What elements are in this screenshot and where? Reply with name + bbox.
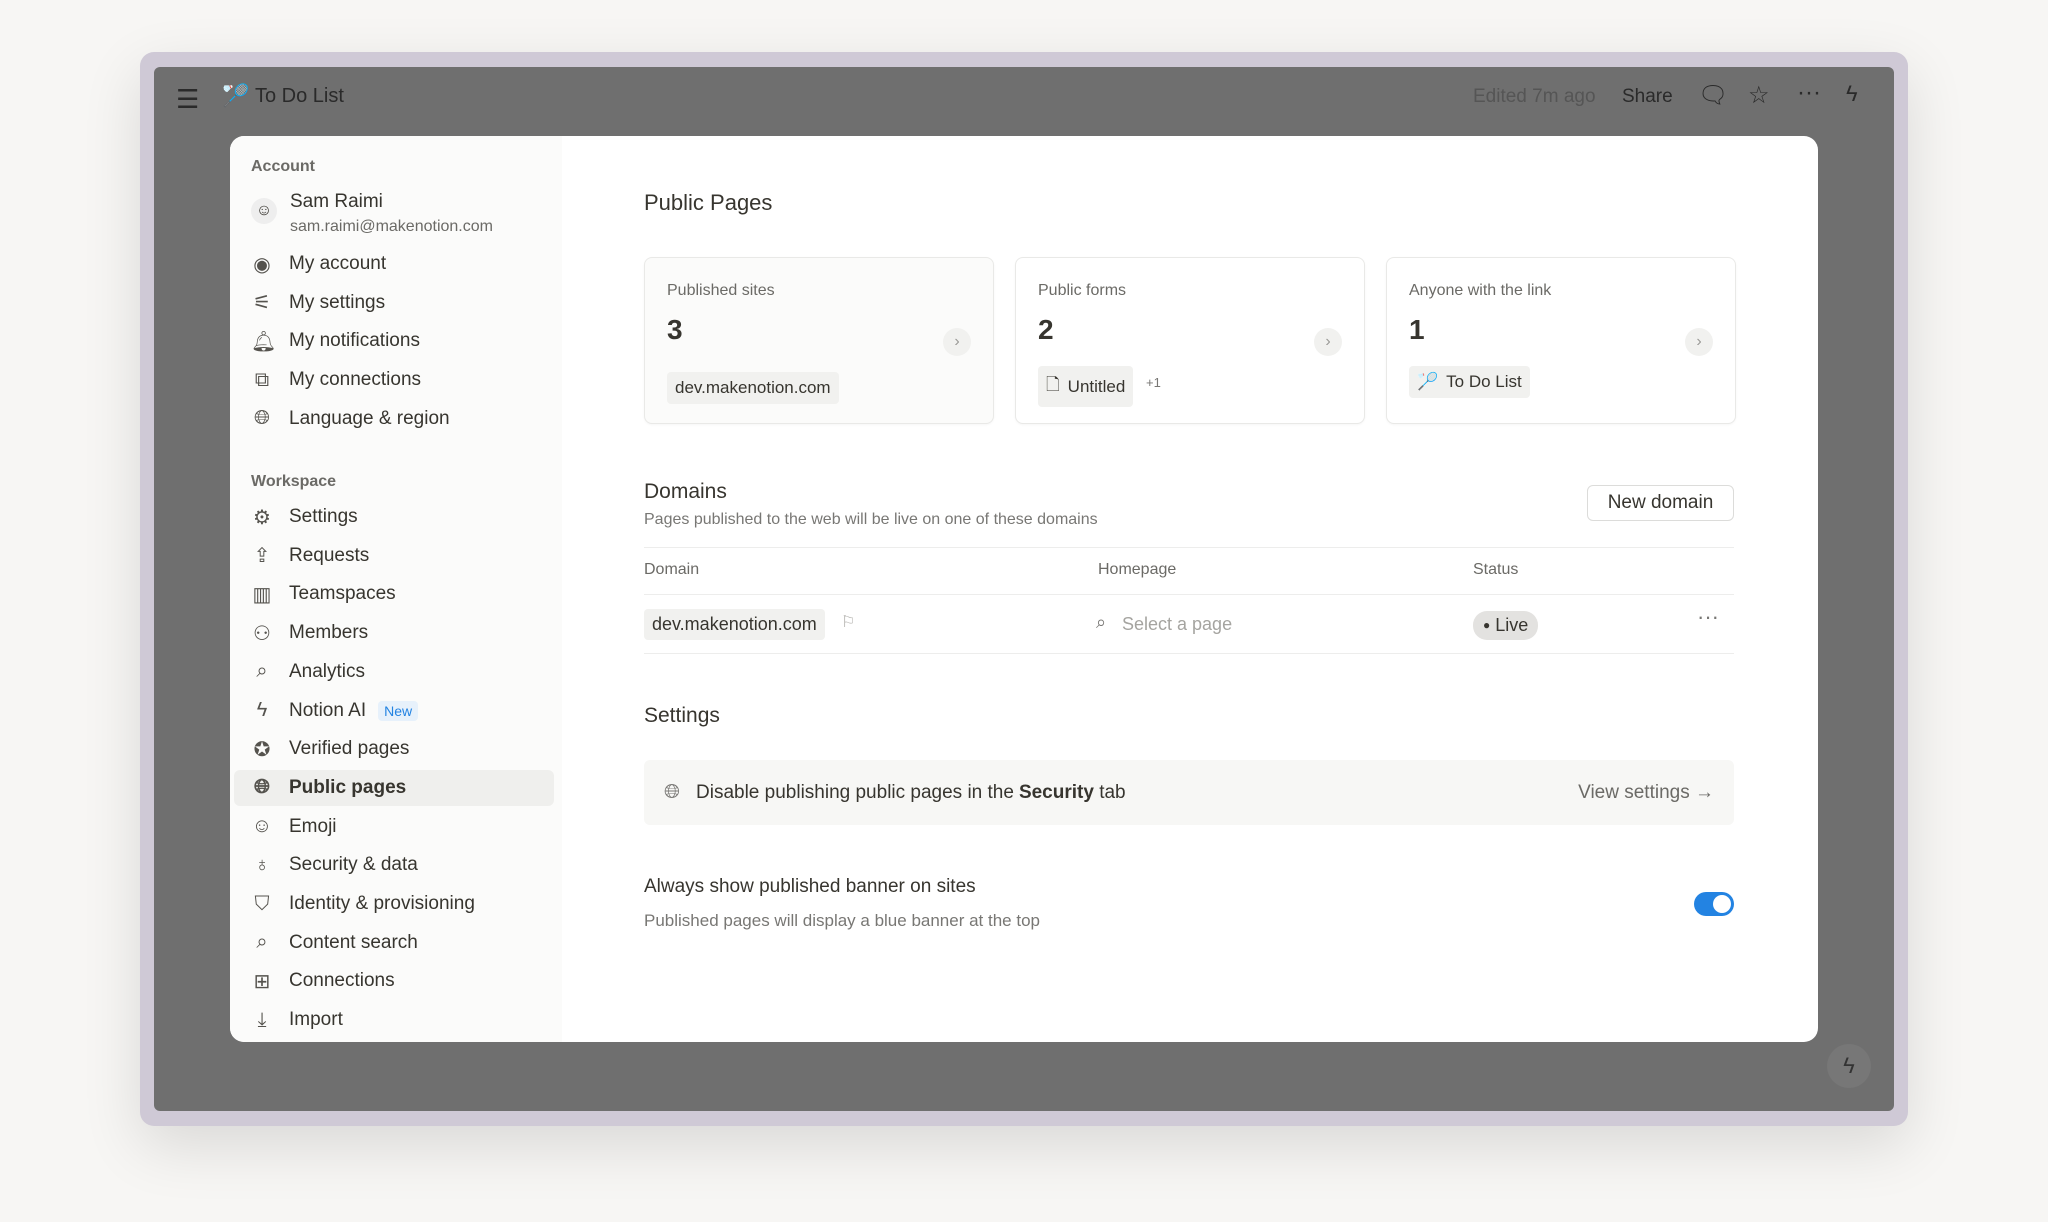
sidebar-item-language-region[interactable]: 🌐︎ Language & region [234, 401, 554, 437]
shield-check-icon: ⛉ [254, 892, 270, 915]
settings-modal: Account ☺ Sam Raimi sam.raimi@makenotion… [230, 136, 1818, 1042]
summary-card[interactable]: Anyone with the link 1 › 🏸 To Do List [1386, 257, 1736, 424]
sidebar-item-notion-ai[interactable]: ϟ Notion AI New [234, 693, 554, 729]
bell-icon: 🔔︎ [251, 330, 277, 353]
sidebar-item-teamspaces[interactable]: ▥ Teamspaces [252, 583, 396, 606]
divider [644, 653, 1734, 654]
search-icon: ⌕ [1096, 612, 1107, 632]
published-banner-toggle[interactable] [1694, 892, 1734, 916]
globe-icon: 🌐︎ [664, 781, 680, 803]
sidebar-item-members[interactable]: ⚇ Members [234, 615, 554, 651]
sidebar-item-emoji[interactable]: ☺ Emoji [251, 815, 337, 838]
card-chip[interactable]: dev.makenotion.com [667, 372, 839, 404]
banner-toggle-label: Always show published banner on sites [644, 876, 976, 897]
avatar: ☺ [251, 198, 277, 224]
user-email: sam.raimi@makenotion.com [290, 218, 493, 235]
request-icon: ⇪ [253, 545, 271, 568]
chevron-right-icon[interactable]: › [943, 328, 971, 356]
globe-icon: 🌐︎ [254, 407, 270, 430]
column-status: Status [1473, 561, 1519, 578]
page-title[interactable]: To Do List [255, 85, 344, 107]
sidebar-item-content-search[interactable]: ⌕ Content search [234, 925, 554, 961]
card-count: 3 [667, 314, 683, 345]
card-label: Public forms [1038, 282, 1127, 299]
public-pages-panel: Public Pages Published sites 3 › dev.mak… [644, 136, 1736, 1042]
arrow-up-right-box-icon: ⧉ [254, 368, 270, 391]
people-icon: ⚇ [253, 622, 271, 645]
settings-sidebar: Account ☺ Sam Raimi sam.raimi@makenotion… [230, 136, 562, 1042]
view-settings-link[interactable]: View settings → [1578, 781, 1714, 803]
flag-icon[interactable]: ⚐ [841, 614, 856, 631]
security-banner: 🌐︎ Disable publishing public pages in th… [644, 760, 1734, 825]
card-count: 2 [1038, 314, 1054, 345]
new-badge: New [378, 700, 419, 721]
card-chip[interactable]: 🏸 To Do List [1409, 366, 1530, 398]
account-section-label: Account [251, 158, 315, 175]
sidebar-item-analytics[interactable]: ⌕ Analytics [234, 654, 554, 690]
ai-face-icon: ϟ [256, 699, 268, 721]
summary-card[interactable]: Public forms 2 › 🗋 Untitled +1 [1015, 257, 1365, 424]
page-icon: 🏸 [222, 83, 250, 108]
zoom-chart-icon: ⌕ [256, 660, 268, 683]
homepage-select[interactable]: Select a page [1122, 614, 1233, 634]
sidebar-item-my-settings[interactable]: ⚟ My settings [234, 285, 554, 321]
sidebar-item-settings[interactable]: ⚙ Settings [234, 499, 554, 535]
star-icon[interactable]: ☆ [1748, 82, 1770, 109]
column-homepage: Homepage [1098, 561, 1177, 578]
globe-icon: 🌐︎ [254, 776, 270, 799]
chevron-right-icon[interactable]: › [1685, 328, 1713, 356]
gear-icon: ⚙ [253, 506, 271, 529]
sidebar-item-my-account[interactable]: ◉ My account [234, 246, 554, 282]
sidebar-item-connections[interactable]: ⊞ Connections [234, 963, 554, 999]
domains-title: Domains [644, 480, 727, 503]
chevron-right-icon[interactable]: › [1314, 328, 1342, 356]
download-icon: ⤓ [257, 1008, 267, 1031]
card-label: Anyone with the link [1409, 282, 1552, 299]
page-heading: Public Pages [644, 190, 773, 215]
document-icon: 🗋 [1046, 375, 1060, 394]
summary-card[interactable]: Published sites 3 › dev.makenotion.com [644, 257, 994, 424]
ai-icon[interactable]: ϟ [1846, 81, 1858, 106]
divider [644, 594, 1734, 595]
domains-subtitle: Pages published to the web will be live … [644, 511, 1098, 528]
building-icon: ▥ [252, 583, 272, 606]
column-domain: Domain [644, 561, 700, 578]
page-icon: 🏸 [1417, 372, 1439, 391]
domain-chip[interactable]: dev.makenotion.com [644, 609, 825, 640]
more-icon[interactable]: ··· [1797, 79, 1821, 106]
row-more-icon[interactable]: ··· [1697, 604, 1719, 629]
card-chip[interactable]: 🗋 Untitled [1038, 366, 1134, 407]
key-icon: ♁ [254, 853, 270, 876]
workspace-section-label: Workspace [251, 473, 337, 490]
card-label: Published sites [667, 282, 775, 299]
sidebar-item-import[interactable]: ⤓ Import [234, 1002, 554, 1038]
search-icon: ⌕ [256, 931, 268, 954]
sidebar-item-public-pages[interactable]: 🌐︎ Public pages [234, 769, 554, 806]
grid-icon: ⊞ [253, 970, 271, 993]
sidebar-item-my-notifications[interactable]: 🔔︎ My notifications [251, 330, 420, 353]
sidebar-item-requests[interactable]: ⇪ Requests [234, 538, 554, 574]
comment-icon[interactable]: 🗨 [1698, 82, 1729, 109]
ai-float-button[interactable]: ϟ [1827, 1044, 1871, 1088]
sliders-icon: ⚟ [253, 292, 271, 315]
banner-toggle-desc: Published pages will display a blue bann… [644, 911, 1040, 930]
share-button[interactable]: Share [1622, 86, 1673, 107]
smile-icon: ☺ [251, 815, 273, 838]
settings-title: Settings [644, 704, 720, 727]
new-domain-button[interactable]: New domain [1587, 485, 1734, 521]
edited-time: Edited 7m ago [1473, 86, 1596, 107]
divider [644, 547, 1734, 548]
sidebar-item-verified-pages[interactable]: ✪ Verified pages [234, 731, 554, 767]
user-name: Sam Raimi [290, 191, 383, 212]
extra-count: +1 [1146, 375, 1161, 390]
status-badge: ● Live [1473, 611, 1539, 640]
sidebar-item-my-connections[interactable]: ⧉ My connections [234, 362, 554, 398]
sidebar-item-identity-provisioning[interactable]: ⛉ Identity & provisioning [234, 886, 554, 922]
user-circle-icon: ◉ [253, 253, 271, 276]
sidebar-item-security-data[interactable]: ♁ Security & data [234, 847, 554, 883]
menu-icon[interactable]: ☰ [176, 84, 200, 114]
card-count: 1 [1409, 314, 1425, 345]
verified-badge-icon: ✪ [253, 738, 271, 761]
